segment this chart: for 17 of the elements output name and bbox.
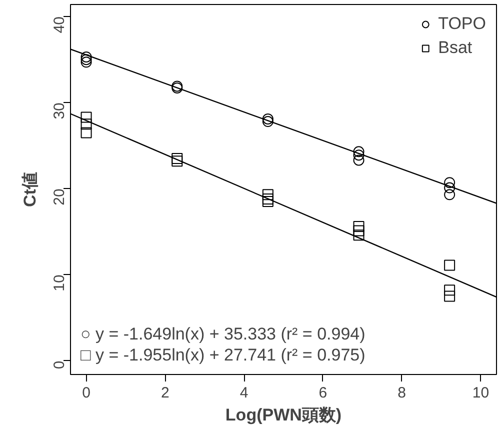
x-tick-label: 10 [472, 384, 490, 402]
legend-label: Bsat [438, 38, 472, 58]
annotation: □ y = -1.955ln(x) + 27.741 (r² = 0.975) [80, 346, 366, 364]
y-tick-label: 40 [51, 16, 68, 34]
y-tick-label: 30 [51, 102, 68, 120]
y-tick-label: 10 [51, 274, 68, 292]
x-axis-title: Log(PWN頭数) [225, 406, 342, 424]
x-tick-label: 8 [398, 384, 406, 402]
y-tick-label: 20 [51, 188, 68, 206]
y-axis-title: Ct値 [20, 172, 40, 207]
y-tick-label: 0 [51, 360, 68, 370]
legend-label: TOPO [438, 14, 486, 34]
x-tick-label: 0 [82, 384, 90, 402]
x-tick-label: 6 [318, 384, 328, 402]
annotation: ○ y = -1.649ln(x) + 35.333 (r² = 0.994) [80, 324, 366, 344]
x-tick-label: 2 [160, 384, 170, 402]
x-tick-label: 4 [240, 384, 248, 402]
